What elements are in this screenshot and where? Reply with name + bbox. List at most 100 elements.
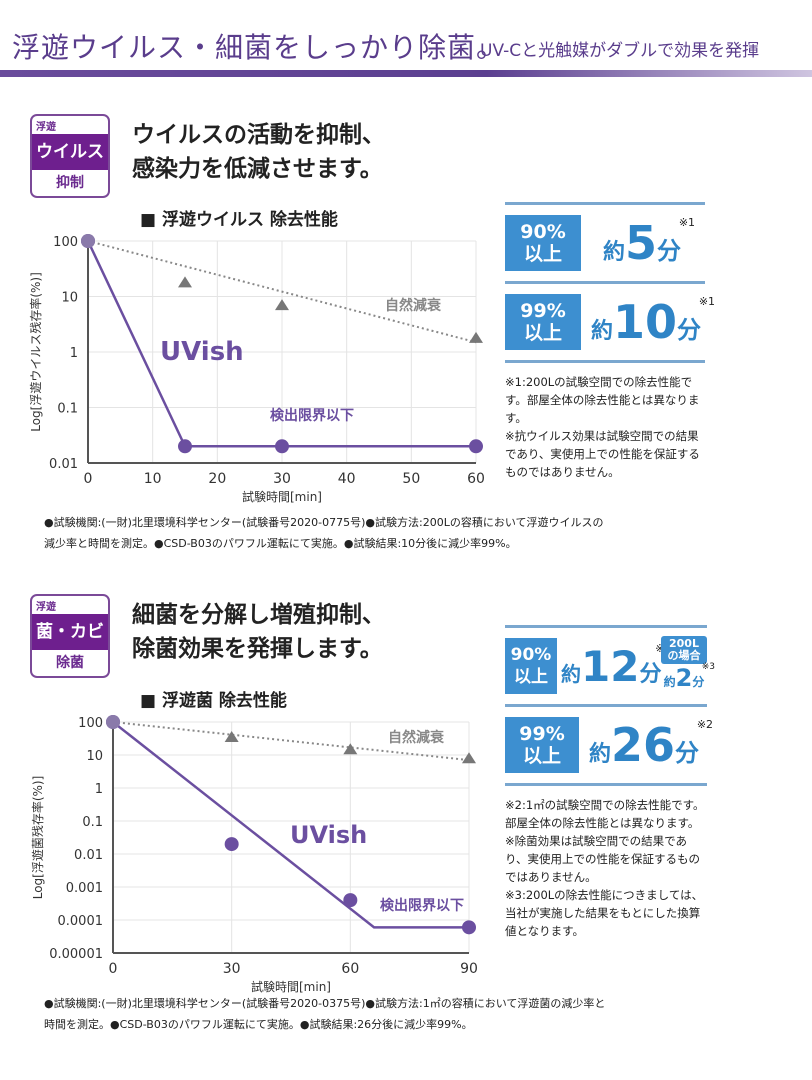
badge-line: 200L [669, 637, 699, 650]
stat-divider [505, 625, 707, 628]
section2-notes: ※2:1㎡の試験空間での除去性能です。部屋全体の除去性能とは異なります。 ※除菌… [505, 796, 707, 940]
uvish-line [112, 721, 469, 929]
uvish-series-label: UVish [290, 821, 367, 849]
section1-stats: 90% 以上 約5分 ※1 99% 以上 約10分 ※1 ※1:200Lの試験空… [505, 202, 715, 481]
natural-decay-data-point [462, 752, 476, 764]
footer-line: 時間を測定。●CSD-B03のパワフル運転にて実施。●試験結果:26分後に減少率… [44, 1018, 473, 1031]
note: ※3:200Lの除去性能につきましては、当社が実施した結果をもとにした換算値とな… [505, 888, 704, 938]
detection-limit-annotation: 検出限界以下 [270, 407, 354, 424]
headline-line: 細菌を分解し増殖抑制、 [132, 602, 385, 628]
note: ※2:1㎡の試験空間での除去性能です。部屋全体の除去性能とは異なります。 [505, 798, 705, 830]
uvish-data-point [81, 234, 95, 248]
stat-value: 約26分 ※2 [589, 718, 713, 772]
x-tick-label: 60 [467, 471, 485, 487]
badge-top: 浮遊 [36, 122, 56, 133]
stat-prefix: 約 [663, 675, 676, 689]
page-subtitle: UV-Cと光触媒がダブルで効果を発揮 [480, 41, 760, 61]
uvish-data-point [224, 837, 239, 852]
stat-prefix: 約 [603, 240, 626, 265]
x-axis-label: 試験時間[min] [251, 979, 331, 994]
y-tick-label: 1 [95, 782, 103, 797]
note: ※1:200Lの試験空間での除去性能です。部屋全体の除去性能とは異なります。 [505, 375, 700, 425]
stat-value: 約2分 ※3 [661, 662, 715, 692]
stat-unit: 分 [657, 237, 682, 265]
y-axis-label: Log[浮遊ウイルス残存率(%)] [28, 272, 43, 432]
footer-line: ●試験機関:(一財)北里環境科学センター(試験番号2020-0775号)●試験方… [44, 516, 604, 529]
stat-prefix: 約 [589, 742, 612, 767]
x-tick-label: 90 [460, 961, 478, 977]
footnote-ref: ※2 [696, 718, 714, 731]
y-tick-label: 100 [53, 235, 78, 250]
start-data-point [106, 715, 120, 729]
chart2-title: ■ 浮遊菌 除去性能 [140, 691, 287, 711]
natural-decay-data-point [469, 331, 483, 343]
stat-number: 5 [625, 216, 658, 270]
natural-decay-trend-line [112, 721, 470, 762]
note: ※抗ウイルス効果は試験空間での結果であり、実使用上での性能を保証するものではあり… [505, 429, 700, 479]
badge-bottom: 抑制 [56, 175, 84, 191]
y-tick-label: 1 [70, 346, 78, 361]
y-tick-label: 0.01 [49, 457, 78, 472]
section1-footer: ●試験機関:(一財)北里環境科学センター(試験番号2020-0775号)●試験方… [44, 512, 764, 554]
natural-decay-data-point [275, 299, 289, 311]
stat-unit: 分 [675, 739, 700, 767]
stat-200l: 200L の場合 約2分 ※3 [661, 636, 715, 692]
y-tick-label: 0.0001 [58, 914, 104, 929]
header-divider [0, 70, 812, 77]
y-tick-label: 100 [78, 716, 103, 731]
x-tick-label: 10 [144, 471, 162, 487]
x-tick-label: 0 [84, 471, 93, 487]
virus-badge: 浮遊 ウイルス 抑制 [30, 114, 110, 198]
uvish-data-point [469, 439, 483, 454]
y-tick-label: 0.1 [57, 402, 78, 417]
stat-divider [505, 281, 705, 284]
uvish-data-point [343, 893, 358, 908]
stat-box: 99% 以上 [505, 717, 579, 773]
y-axis-label: Log[浮遊菌残存率(%)] [30, 776, 45, 900]
section2-stats: 90% 以上 約12分 ※2 200L の場合 約2分 ※3 99% [505, 625, 715, 940]
stat-box: 99% 以上 [505, 294, 581, 350]
footer-line: 減少率と時間を測定。●CSD-B03のパワフル運転にて実施。●試験結果:10分後… [44, 537, 517, 550]
uvish-data-point [106, 715, 120, 729]
footnote-ref: ※1 [698, 295, 716, 308]
natural-decay-data-point [224, 731, 239, 743]
stat-prefix: 約 [591, 319, 614, 344]
x-tick-label: 0 [109, 961, 118, 977]
headline-line: 感染力を低減させます。 [132, 156, 383, 182]
uvish-series-label: UVish [160, 337, 244, 367]
section1-headline: ウイルスの活動を抑制、 感染力を低減させます。 [132, 118, 385, 186]
stat-number: 2 [675, 664, 693, 692]
stat-qualifier: 以上 [522, 745, 561, 767]
stat-box: 90% 以上 [505, 215, 581, 271]
y-tick-label: 0.1 [82, 815, 103, 830]
x-tick-label: 30 [223, 961, 241, 977]
stat-qualifier: 以上 [523, 243, 562, 265]
x-tick-label: 60 [341, 961, 359, 977]
headline-line: ウイルスの活動を抑制、 [132, 122, 385, 148]
natural-decay-data-point [343, 743, 358, 755]
200l-badge: 200L の場合 [661, 636, 707, 664]
footer-line: ●試験機関:(一財)北里環境科学センター(試験番号2020-0375号)●試験方… [44, 997, 606, 1010]
stat-percent: 99% [520, 300, 566, 322]
natural-decay-data-point [178, 276, 192, 288]
stat-qualifier: 以上 [523, 322, 562, 344]
bacteria-badge: 浮遊 菌・カビ 除菌 [30, 594, 110, 678]
stat-row: 90% 以上 約12分 ※2 200L の場合 約2分 ※3 [505, 628, 715, 704]
x-tick-label: 30 [273, 471, 291, 487]
footnote-ref: ※3 [701, 662, 715, 672]
stat-row: 99% 以上 約10分 ※1 [505, 284, 715, 360]
stat-percent: 99% [519, 723, 565, 745]
stat-unit: 分 [639, 661, 662, 687]
start-data-point [81, 234, 95, 248]
stat-unit: 分 [692, 675, 705, 689]
stat-percent: 90% [520, 221, 566, 243]
stat-divider [505, 704, 707, 707]
uvish-line [86, 240, 476, 448]
chart1-title: ■ 浮遊ウイルス 除去性能 [140, 210, 338, 230]
natural-decay-trend-line [87, 240, 477, 344]
badge-line: の場合 [667, 649, 701, 662]
natural-decay-series-label: 自然減衰 [385, 297, 442, 314]
stat-number: 12 [581, 641, 640, 691]
stat-number: 10 [613, 295, 678, 349]
